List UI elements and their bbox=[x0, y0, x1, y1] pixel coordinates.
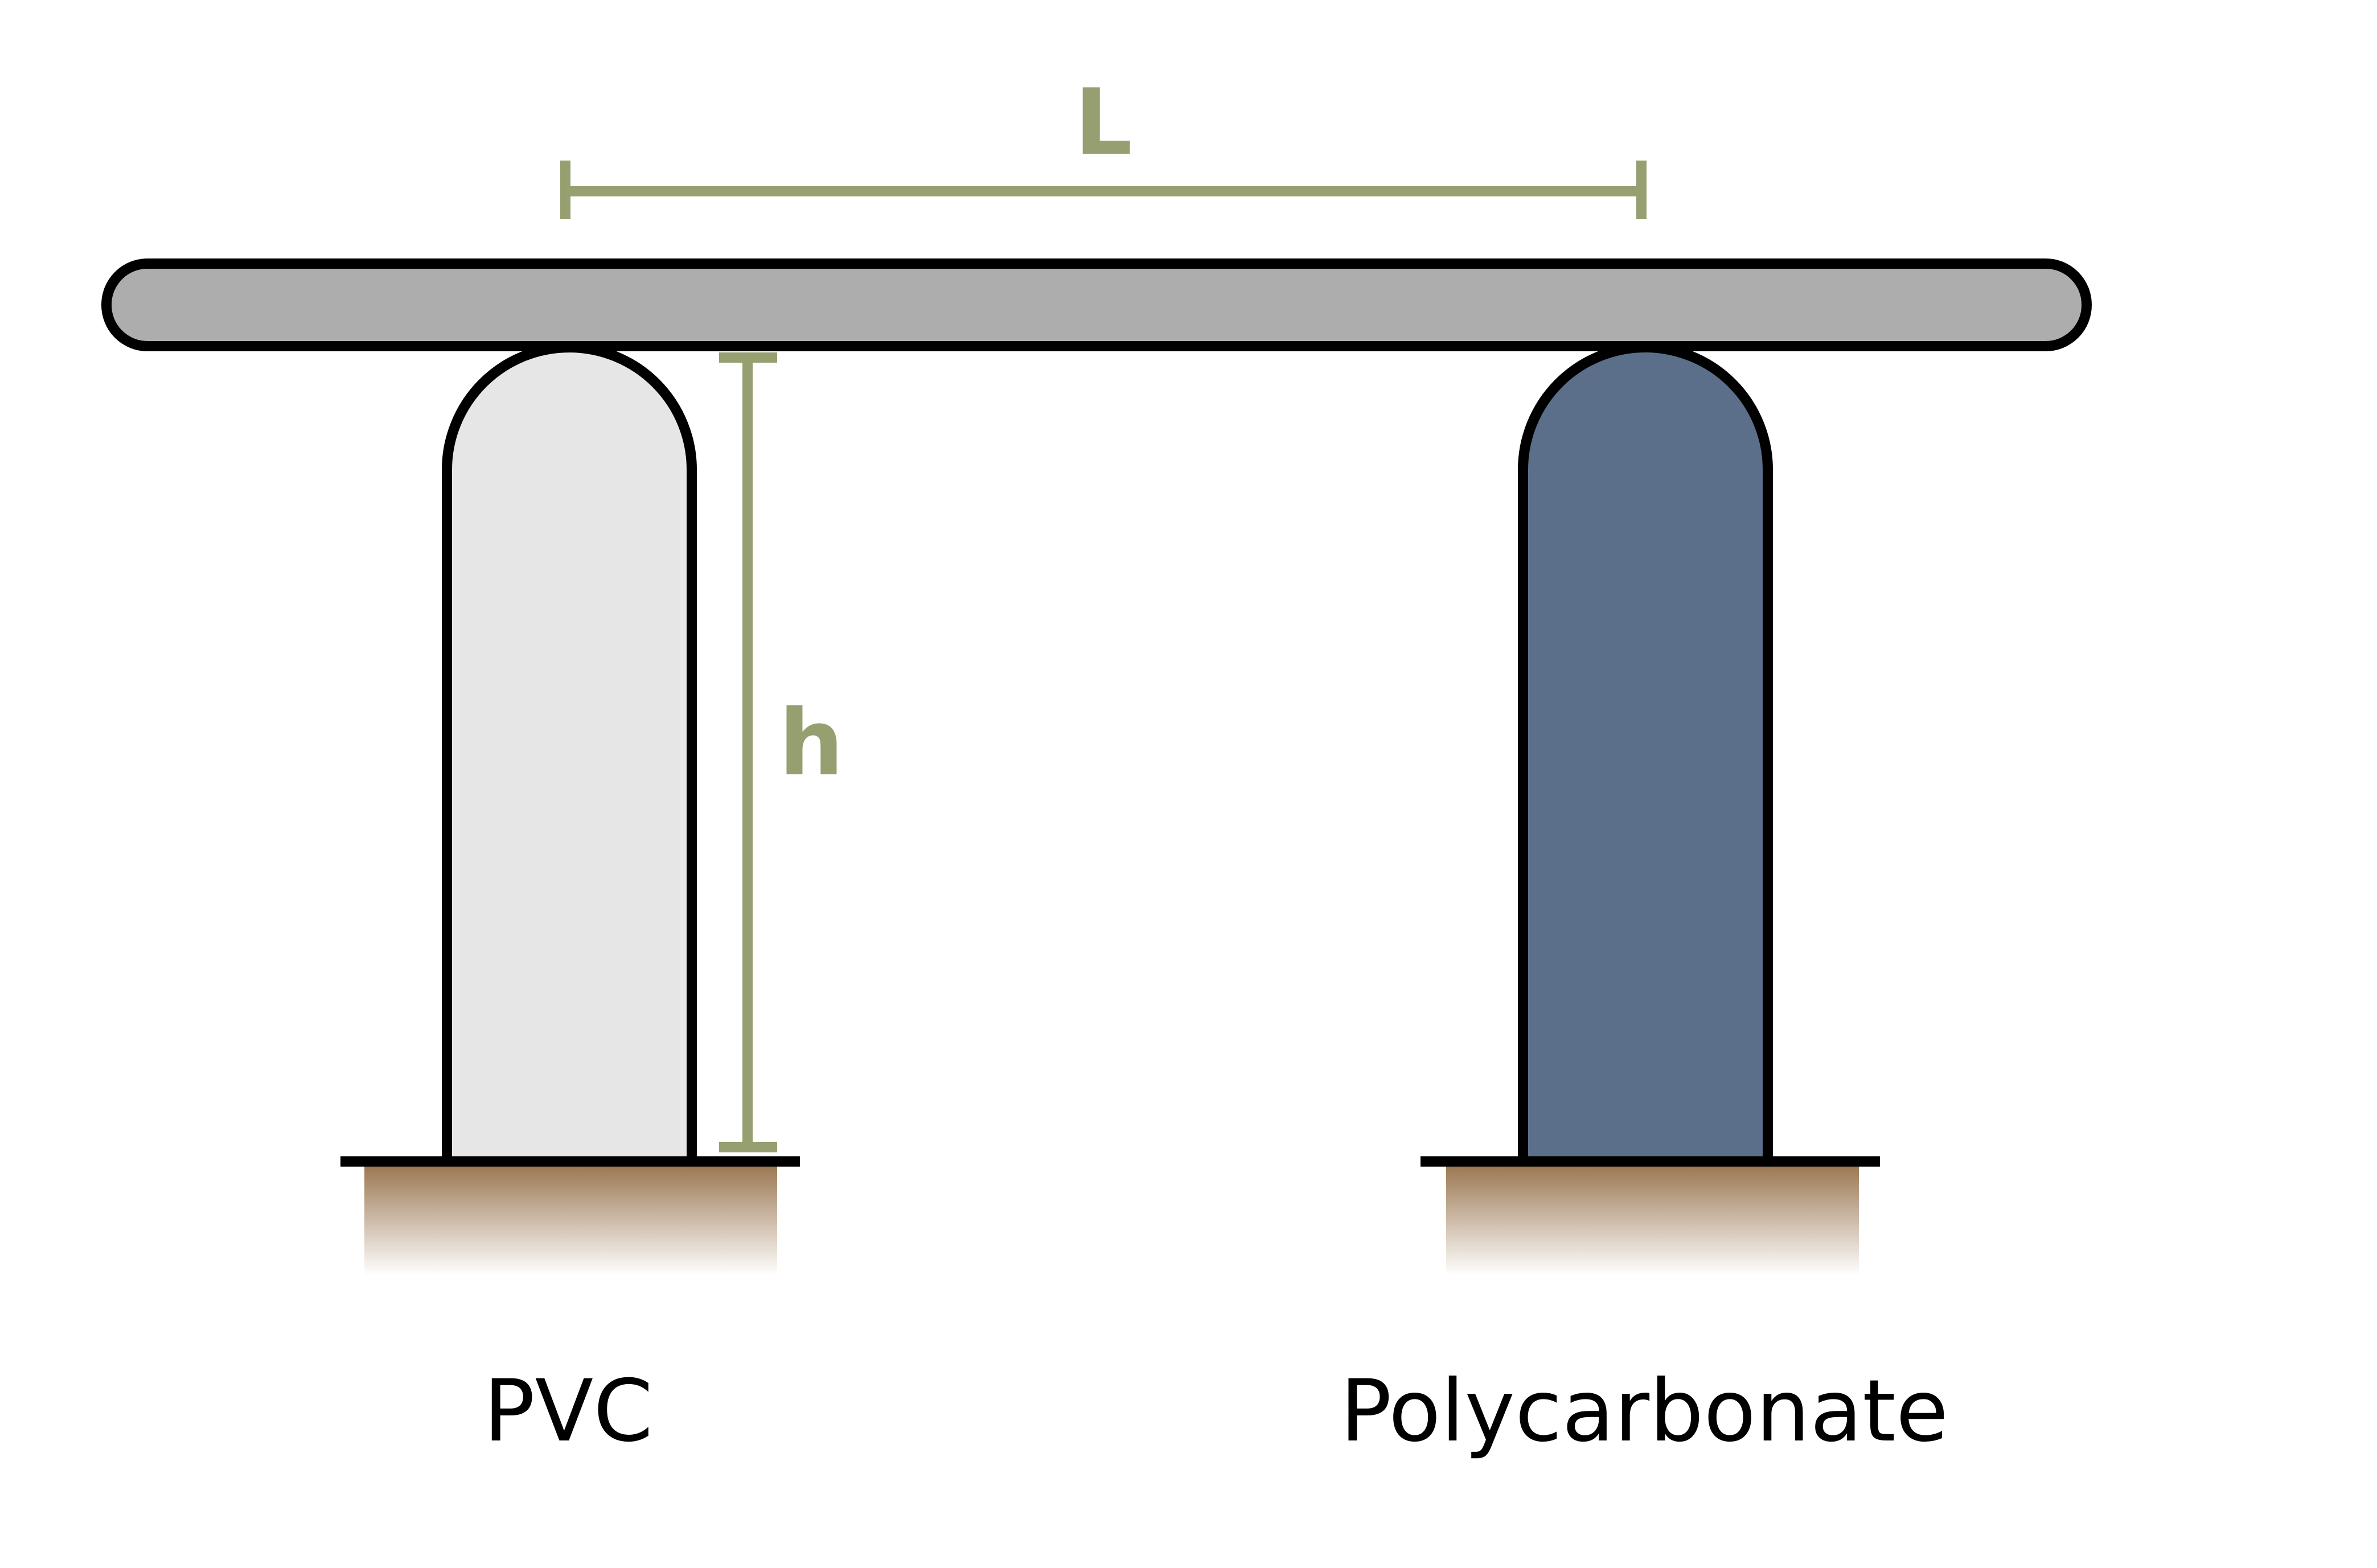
pvc-label: PVC bbox=[483, 1362, 653, 1461]
height-label: h bbox=[779, 689, 844, 796]
pvc-support bbox=[442, 342, 697, 1167]
right-ground-soil bbox=[1446, 1164, 1859, 1275]
polycarbonate-support bbox=[1518, 342, 1773, 1167]
left-ground-soil bbox=[364, 1164, 777, 1275]
span-dimension bbox=[560, 161, 1647, 219]
height-dimension bbox=[719, 352, 777, 1152]
beam bbox=[101, 258, 2092, 351]
polycarbonate-label: Polycarbonate bbox=[1340, 1362, 1948, 1461]
span-label: L bbox=[1074, 69, 1132, 175]
